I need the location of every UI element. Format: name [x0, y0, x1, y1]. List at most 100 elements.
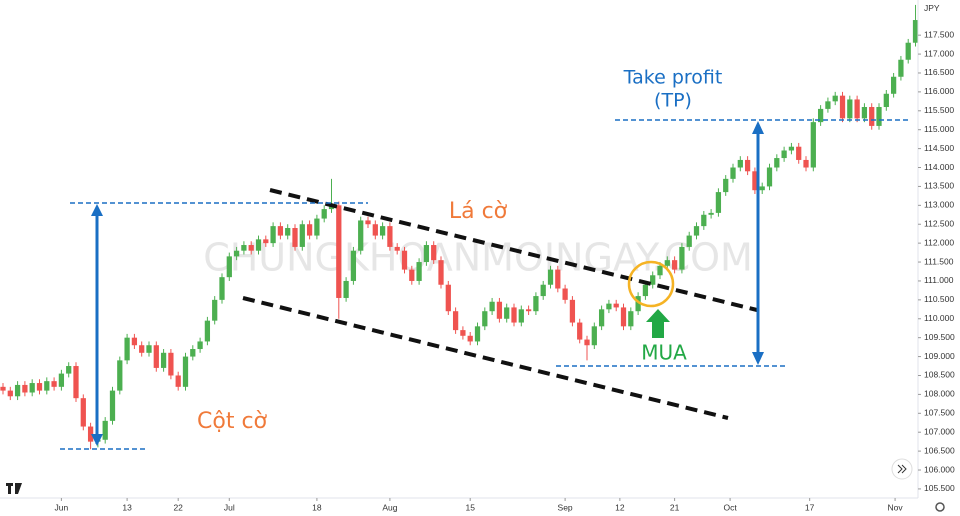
- x-tick-label: Aug: [382, 502, 397, 512]
- trend-line: [269, 188, 758, 312]
- candle-body: [679, 246, 685, 270]
- candle-body: [255, 239, 262, 251]
- y-tick-label: 107.000: [924, 426, 955, 436]
- candle-body: [358, 220, 364, 251]
- candle-body: [781, 150, 787, 159]
- candle-body: [182, 356, 189, 387]
- x-tick-label: Nov: [888, 502, 904, 512]
- currency[interactable]: JPY: [924, 3, 940, 13]
- arrow-head: [91, 204, 103, 216]
- candle-body: [869, 107, 875, 126]
- candle-body: [737, 159, 743, 168]
- candle-body: [431, 245, 437, 261]
- y-tick-label: 106.500: [924, 445, 955, 455]
- candles: [0, 4, 919, 450]
- settings-button[interactable]: [935, 502, 945, 512]
- candle-body: [730, 167, 736, 179]
- candle-body: [861, 107, 868, 119]
- candle-body: [584, 339, 590, 346]
- y-tick-label: 110.000: [924, 313, 954, 323]
- candle-body: [379, 226, 386, 236]
- candle-body: [883, 93, 889, 108]
- currency-button[interactable]: [920, 1, 950, 15]
- candle-body: [423, 245, 430, 263]
- candle-body: [350, 250, 357, 281]
- y-tick-label: 111.000: [924, 275, 954, 285]
- candle-body: [825, 101, 831, 109]
- candle-body: [657, 265, 663, 276]
- candle-body: [175, 375, 181, 387]
- candle-body: [598, 309, 605, 327]
- scroll-icon: [897, 464, 907, 474]
- candle-body: [796, 146, 802, 160]
- y-tick-label: 116.500: [924, 67, 954, 77]
- candle-body: [321, 209, 327, 219]
- candle-body: [540, 284, 546, 297]
- candle-body: [817, 108, 824, 123]
- candle-body: [905, 42, 911, 60]
- candle-body: [533, 296, 539, 312]
- candle-body: [511, 307, 517, 323]
- candle-body: [613, 303, 619, 308]
- arrow-head: [752, 121, 764, 134]
- candle-body: [482, 311, 488, 327]
- candle-body: [197, 341, 203, 350]
- candle-body: [394, 246, 400, 251]
- candle-body: [226, 256, 232, 278]
- candle-body: [438, 260, 444, 285]
- candle-body: [401, 250, 408, 270]
- candle-body: [606, 303, 612, 310]
- arrow-head: [752, 352, 764, 365]
- y-tick-label: 114.500: [924, 143, 954, 153]
- candle-body: [752, 171, 758, 191]
- candle-body: [299, 224, 305, 247]
- candle-body: [160, 352, 167, 368]
- candle-body: [569, 299, 576, 323]
- candle-body: [233, 250, 240, 257]
- y-tick-label: 109.500: [924, 332, 955, 342]
- candle-body: [708, 212, 714, 215]
- candle-body: [518, 309, 524, 323]
- candle-body: [387, 226, 393, 247]
- candle-body: [774, 158, 780, 168]
- tp-label: Take profit: [623, 67, 723, 89]
- candle-body: [810, 122, 816, 168]
- y-tick-label: 115.000: [924, 124, 954, 134]
- candle-body: [292, 228, 298, 247]
- x-tick-label: Jun: [55, 502, 69, 512]
- logo: [6, 483, 22, 494]
- breakout-circle: [627, 260, 675, 308]
- candle-body: [219, 277, 225, 300]
- candle-body: [44, 381, 50, 391]
- candle-body: [788, 146, 795, 151]
- candle-body: [715, 192, 722, 213]
- candle-body: [365, 220, 371, 225]
- candle-body: [898, 59, 904, 77]
- candle-body: [635, 296, 641, 312]
- candle-body: [168, 352, 174, 376]
- candle-body: [241, 245, 247, 251]
- candle-body: [744, 159, 751, 172]
- trend-line: [242, 296, 729, 420]
- candle-body: [620, 307, 627, 327]
- candle-body: [117, 360, 123, 391]
- candle-body: [876, 107, 882, 126]
- candle-body: [131, 337, 138, 346]
- y-tick-label: 113.500: [924, 181, 954, 191]
- candle-body: [124, 337, 130, 361]
- candle-body: [693, 226, 700, 236]
- candle-body: [723, 178, 729, 193]
- candle-body: [759, 186, 765, 191]
- candle-body: [467, 335, 473, 342]
- candle-body: [525, 309, 532, 312]
- candle-body: [14, 384, 21, 397]
- candle-body: [445, 284, 451, 312]
- y-tick-label: 111.500: [924, 256, 954, 266]
- candle-body: [671, 260, 678, 270]
- y-tick-label: 107.500: [924, 408, 955, 418]
- candle-body: [555, 269, 561, 289]
- x-tick-label: 17: [805, 502, 815, 512]
- candle-body: [109, 390, 116, 421]
